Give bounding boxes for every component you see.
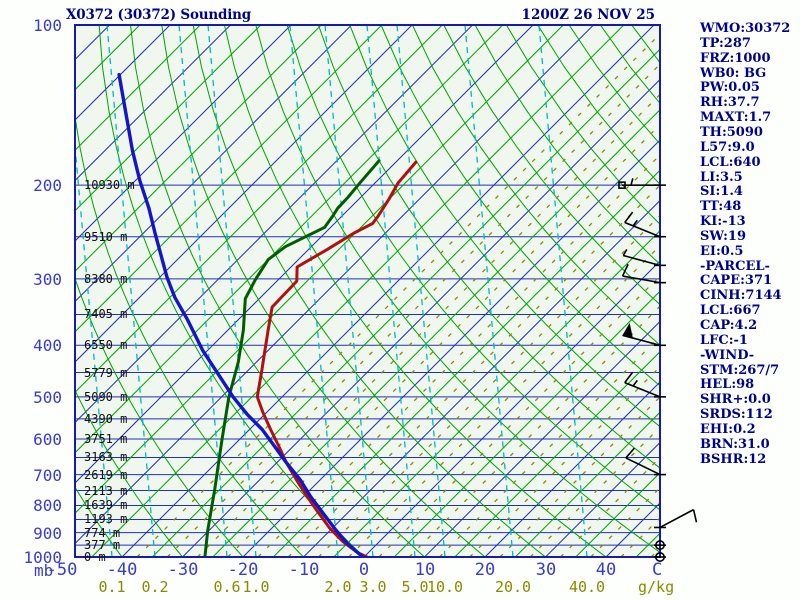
grid-lines — [75, 25, 660, 557]
wet_bulb-curve — [117, 72, 365, 557]
wind-barbs — [618, 178, 698, 562]
plot-border — [74, 24, 661, 558]
dewpoint-curve — [203, 159, 381, 557]
plot-background — [75, 25, 660, 557]
temperature-curve — [255, 160, 418, 557]
